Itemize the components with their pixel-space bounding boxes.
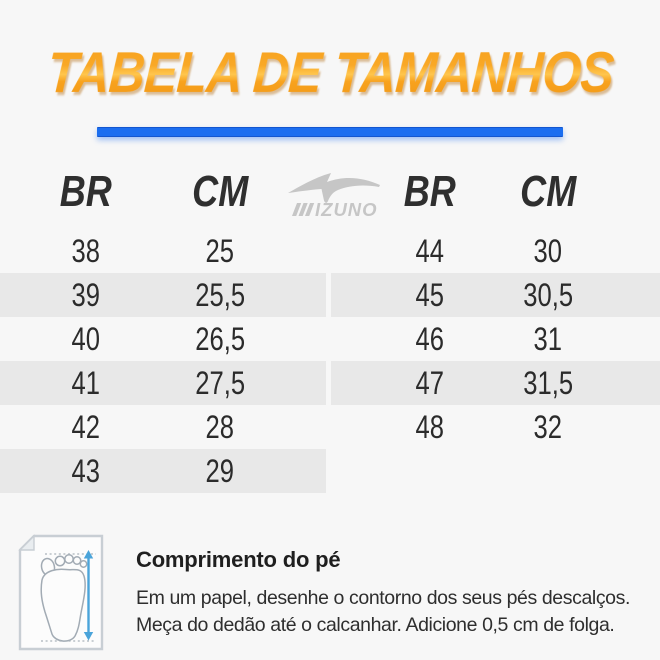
cm-size-value: 28	[205, 408, 235, 445]
br-size-value: 41	[71, 364, 101, 401]
table-row: 43 29	[0, 449, 326, 493]
table-row: 48 32	[331, 405, 660, 449]
size-chart: BR CM BR CM IZUNO	[0, 167, 660, 493]
measurement-instructions: Comprimento do pé Em um papel, desenhe o…	[0, 534, 660, 652]
table-row: 47 31,5	[331, 361, 660, 405]
table-row: 41 27,5	[0, 361, 326, 405]
cm-size-value: 30	[533, 232, 563, 269]
br-size-value: 42	[71, 408, 101, 445]
instructions-line-2: Meça do dedão até o calcanhar. Adicione …	[136, 614, 615, 636]
br-size-value: 43	[71, 452, 101, 489]
br-size-value: 39	[71, 276, 101, 313]
title-underline	[97, 127, 563, 137]
instructions-text: Comprimento do pé Em um papel, desenhe o…	[136, 534, 630, 652]
column-header-cm-left: CM	[191, 167, 249, 216]
table-row: 38 25	[0, 229, 326, 273]
cm-size-value: 29	[205, 452, 235, 489]
size-chart-header: BR CM BR CM IZUNO	[0, 167, 660, 218]
header: TABELA DE TAMANHOS	[0, 0, 660, 106]
br-size-value: 40	[71, 320, 101, 357]
table-row: 39 25,5	[0, 273, 326, 317]
size-chart-body: 38 25 39 25,5 40 26,5 41 27,5 42 28 43 2…	[0, 229, 660, 493]
table-row: 40 26,5	[0, 317, 326, 361]
table-row: 44 30	[331, 229, 660, 273]
br-size-value: 44	[415, 232, 445, 269]
size-table-right: 44 30 45 30,5 46 31 47 31,5 48 32	[331, 229, 660, 493]
mizuno-logo: IZUNO	[288, 173, 380, 218]
br-size-value: 38	[71, 232, 101, 269]
size-table-left: 38 25 39 25,5 40 26,5 41 27,5 42 28 43 2…	[0, 229, 326, 493]
br-size-value: 46	[415, 320, 445, 357]
cm-size-value: 25	[205, 232, 235, 269]
cm-size-value: 32	[533, 408, 563, 445]
br-size-value: 45	[415, 276, 445, 313]
table-row: 45 30,5	[331, 273, 660, 317]
br-size-value: 47	[415, 364, 445, 401]
cm-size-value: 25,5	[195, 276, 245, 313]
table-row: 42 28	[0, 405, 326, 449]
cm-size-value: 30,5	[523, 276, 573, 313]
instructions-heading: Comprimento do pé	[136, 547, 341, 572]
foot-measurement-icon	[18, 534, 104, 651]
cm-size-value: 31	[533, 320, 563, 357]
cm-size-value: 26,5	[195, 320, 245, 357]
instructions-line-1: Em um papel, desenhe o contorno dos seus…	[136, 587, 630, 609]
br-size-value: 48	[415, 408, 445, 445]
measure-arrow-icon	[83, 550, 94, 641]
mizuno-runbird-icon	[288, 173, 380, 203]
cm-size-value: 31,5	[523, 364, 573, 401]
cm-size-value: 27,5	[195, 364, 245, 401]
column-header-cm-right: CM	[519, 167, 577, 216]
column-header-br-right: BR	[403, 167, 457, 216]
page-title: TABELA DE TAMANHOS	[45, 41, 615, 105]
table-row: 46 31	[331, 317, 660, 361]
column-header-br-left: BR	[59, 167, 113, 216]
svg-text:IZUNO: IZUNO	[315, 199, 378, 218]
